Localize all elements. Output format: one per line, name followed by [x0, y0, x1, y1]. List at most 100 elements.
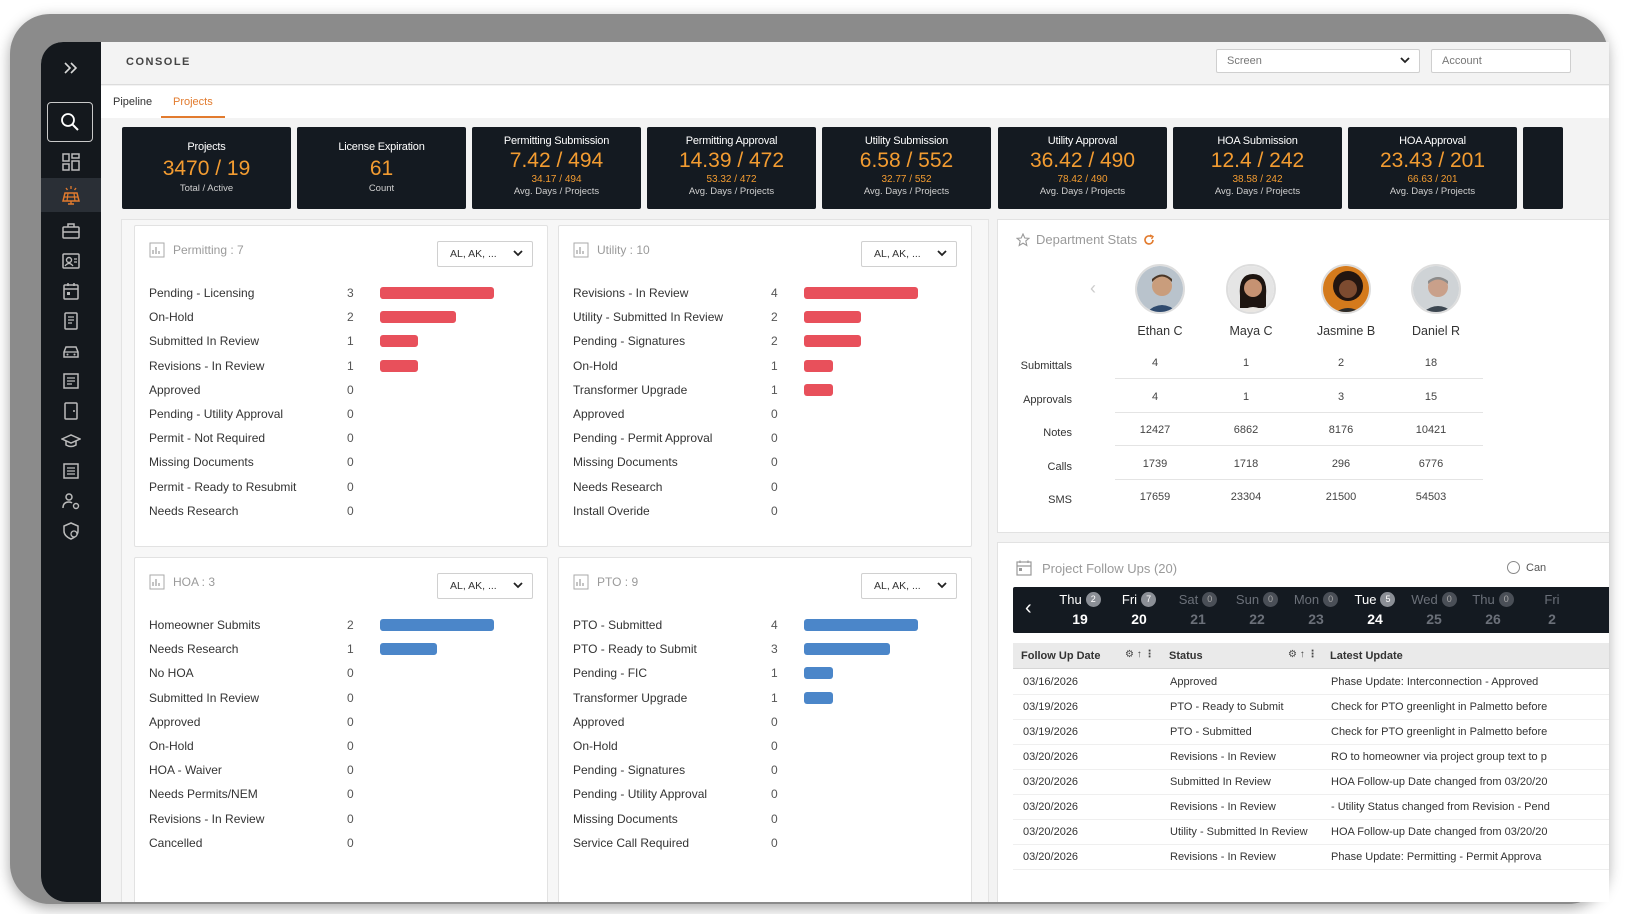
list-item[interactable]: Revisions - In Review 0	[149, 808, 533, 832]
list-item[interactable]: Pending - Licensing 3	[149, 282, 533, 306]
table-row[interactable]: 03/19/2026 PTO - Ready to Submit Check for…	[1013, 695, 1609, 720]
list-item[interactable]: Pending - Utility Approval 0	[573, 783, 957, 807]
sidebar-item-training[interactable]	[41, 426, 101, 456]
list-item[interactable]: Homeowner Submits 2	[149, 614, 533, 638]
column-header-follow-up-date[interactable]: Follow Up Date	[1021, 650, 1101, 662]
kpi-card-hoa-approval[interactable]: HOA Approval 23.43 / 201 66.63 / 201 Avg…	[1348, 127, 1517, 209]
sidebar-item-jobs[interactable]	[41, 216, 101, 246]
sidebar-item-reports[interactable]	[41, 366, 101, 396]
list-item[interactable]: Needs Research 1	[149, 638, 533, 662]
list-item[interactable]: HOA - Waiver 0	[149, 759, 533, 783]
list-item[interactable]: Approved 0	[149, 379, 533, 403]
day-fri[interactable]: Fri 2	[1523, 591, 1581, 627]
day-sat[interactable]: Sat 0 21	[1169, 591, 1227, 627]
day-sun[interactable]: Sun 0 22	[1228, 591, 1286, 627]
list-item[interactable]: Approved 0	[149, 711, 533, 735]
list-item[interactable]: Needs Permits/NEM 0	[149, 783, 533, 807]
sidebar-item-calendar[interactable]	[41, 276, 101, 306]
chevron-left-icon[interactable]: ‹	[1090, 278, 1096, 298]
sidebar-item-list[interactable]	[41, 456, 101, 486]
column-header-latest-update[interactable]: Latest Update	[1330, 650, 1403, 662]
state-filter-select[interactable]: AL, AK, ...	[437, 241, 533, 267]
day-thu[interactable]: Thu 0 26	[1464, 591, 1522, 627]
expand-sidebar-icon[interactable]	[41, 48, 101, 88]
list-item[interactable]: Pending - Permit Approval 0	[573, 427, 957, 451]
list-item[interactable]: Utility - Submitted In Review 2	[573, 306, 957, 330]
kpi-card-utility-submission[interactable]: Utility Submission 6.58 / 552 32.77 / 55…	[822, 127, 991, 209]
kpi-card-permitting-submission[interactable]: Permitting Submission 7.42 / 494 34.17 /…	[472, 127, 641, 209]
list-item[interactable]: Missing Documents 0	[573, 808, 957, 832]
list-item[interactable]: Permit - Ready to Resubmit 0	[149, 476, 533, 500]
column-settings-icon[interactable]: ⚙ ↑ ⋮	[1288, 649, 1318, 660]
star-icon[interactable]	[1016, 232, 1030, 247]
list-item[interactable]: Submitted In Review 1	[149, 330, 533, 354]
sidebar-item-security[interactable]	[41, 516, 101, 546]
list-item[interactable]: Missing Documents 0	[573, 451, 957, 475]
kpi-card-partial[interactable]	[1523, 127, 1563, 209]
sidebar-item-solar-projects[interactable]	[41, 178, 101, 212]
list-item[interactable]: On-Hold 0	[573, 735, 957, 759]
account-select[interactable]: Account	[1431, 49, 1571, 73]
kpi-card-hoa-submission[interactable]: HOA Submission 12.4 / 242 38.58 / 242 Av…	[1173, 127, 1342, 209]
chevron-left-icon[interactable]: ‹	[1025, 597, 1032, 619]
table-row[interactable]: 03/19/2026 PTO - Submitted Check for PTO g…	[1013, 720, 1609, 745]
kpi-card-utility-approval[interactable]: Utility Approval 36.42 / 490 78.42 / 490…	[998, 127, 1167, 209]
sidebar-item-documents[interactable]	[41, 306, 101, 336]
table-row[interactable]: 03/20/2026 Submitted In Review HOA Follow-…	[1013, 770, 1609, 795]
list-item[interactable]: PTO - Submitted 4	[573, 614, 957, 638]
table-row[interactable]: 03/20/2026 Utility - Submitted In Review H…	[1013, 820, 1609, 845]
list-item[interactable]: Transformer Upgrade 1	[573, 687, 957, 711]
tab-pipeline[interactable]: Pipeline	[113, 96, 153, 108]
sidebar-item-tablet[interactable]	[41, 396, 101, 426]
day-tue[interactable]: Tue 5 24	[1346, 591, 1404, 627]
list-item[interactable]: On-Hold 1	[573, 355, 957, 379]
column-header-status[interactable]: Status	[1169, 650, 1203, 662]
sidebar-item-dashboard[interactable]	[41, 147, 101, 177]
kpi-card-permitting-approval[interactable]: Permitting Approval 14.39 / 472 53.32 / …	[647, 127, 816, 209]
tab-projects[interactable]: Projects	[161, 86, 225, 118]
list-item[interactable]: Pending - Utility Approval 0	[149, 403, 533, 427]
list-item[interactable]: Needs Research 0	[573, 476, 957, 500]
state-filter-select[interactable]: AL, AK, ...	[861, 573, 957, 599]
kpi-card-license-expiration[interactable]: License Expiration 61 Count	[297, 127, 466, 209]
list-item[interactable]: Service Call Required 0	[573, 832, 957, 856]
day-thu[interactable]: Thu 2 19	[1051, 591, 1109, 627]
list-item[interactable]: Permit - Not Required 0	[149, 427, 533, 451]
day-wed[interactable]: Wed 0 25	[1405, 591, 1463, 627]
day-fri[interactable]: Fri 7 20	[1110, 591, 1168, 627]
sidebar-item-contacts[interactable]	[41, 246, 101, 276]
list-item[interactable]: No HOA 0	[149, 662, 533, 686]
state-filter-select[interactable]: AL, AK, ...	[437, 573, 533, 599]
list-item[interactable]: Pending - FIC 1	[573, 662, 957, 686]
kpi-card-projects[interactable]: Projects 3470 / 19 Total / Active	[122, 127, 291, 209]
table-row[interactable]: 03/20/2026 Revisions - In Review - Utility…	[1013, 795, 1609, 820]
list-item[interactable]: Revisions - In Review 4	[573, 282, 957, 306]
table-row[interactable]: 03/20/2026 Revisions - In Review RO to hom…	[1013, 745, 1609, 770]
list-item[interactable]: Revisions - In Review 1	[149, 355, 533, 379]
list-item[interactable]: PTO - Ready to Submit 3	[573, 638, 957, 662]
cancelled-toggle[interactable]: Can	[1507, 561, 1546, 574]
list-item[interactable]: Approved 0	[573, 403, 957, 427]
list-item[interactable]: Needs Research 0	[149, 500, 533, 524]
list-item[interactable]: Submitted In Review 0	[149, 687, 533, 711]
search-button[interactable]	[47, 102, 93, 142]
list-item[interactable]: Pending - Signatures 2	[573, 330, 957, 354]
refresh-icon[interactable]	[1143, 233, 1155, 246]
sidebar-item-user-settings[interactable]	[41, 486, 101, 516]
sidebar-item-vehicles[interactable]	[41, 336, 101, 366]
screen-select[interactable]: Screen	[1216, 49, 1420, 73]
state-filter-select[interactable]: AL, AK, ...	[861, 241, 957, 267]
table-row[interactable]: 03/20/2026 Revisions - In Review Phase Upd…	[1013, 845, 1609, 870]
table-row[interactable]: 03/16/2026 Approved Phase Update: Intercon…	[1013, 670, 1609, 695]
list-item[interactable]: Install Overide 0	[573, 500, 957, 524]
list-item[interactable]: Missing Documents 0	[149, 451, 533, 475]
radio-button[interactable]	[1507, 561, 1520, 574]
list-item[interactable]: Approved 0	[573, 711, 957, 735]
column-settings-icon[interactable]: ⚙ ↑ ⋮	[1125, 649, 1155, 660]
list-item[interactable]: On-Hold 2	[149, 306, 533, 330]
list-item[interactable]: On-Hold 0	[149, 735, 533, 759]
list-item[interactable]: Transformer Upgrade 1	[573, 379, 957, 403]
list-item[interactable]: Pending - Signatures 0	[573, 759, 957, 783]
list-item[interactable]: Cancelled 0	[149, 832, 533, 856]
day-mon[interactable]: Mon 0 23	[1287, 591, 1345, 627]
